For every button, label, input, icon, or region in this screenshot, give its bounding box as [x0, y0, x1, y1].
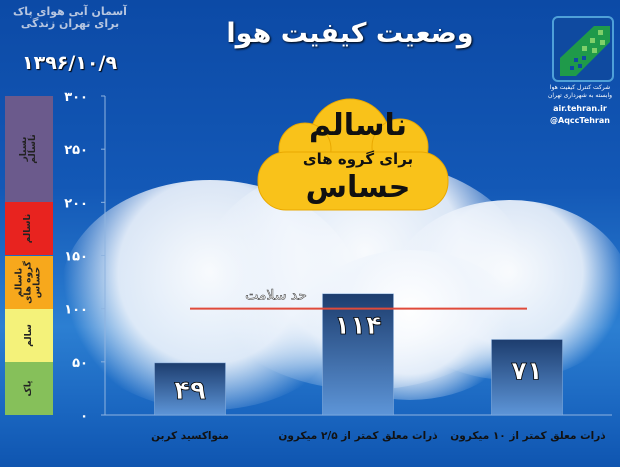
- reference-line-label: حد سلامت: [245, 288, 307, 304]
- x-category-label: ذرات معلق کمتر از ۲/۵ میکرون: [278, 430, 438, 442]
- y-tick-label: ۵۰: [72, 356, 88, 371]
- y-tick-label: ۲۵۰: [64, 143, 88, 158]
- status-badge-cloud: [257, 98, 449, 211]
- social-handle[interactable]: @AqccTehran: [550, 116, 610, 125]
- status-label-sensitive: حساس: [305, 170, 411, 205]
- y-tick-label: ۱۰۰: [64, 303, 88, 318]
- y-tick-label: ۰: [80, 409, 88, 424]
- scale-band: ناسالم گروه های حساس: [5, 255, 53, 309]
- brand-logo: آسمان آبی هوای پاک برای تهران زندگی: [13, 5, 127, 30]
- scale-band: ناسالم: [5, 202, 53, 256]
- org-name: شرکت کنترل کیفیت هوا وابسته به شهرداری ت…: [540, 84, 620, 100]
- bar-value-label: ۷۱: [511, 357, 543, 387]
- status-sublabel: برای گروه های: [302, 150, 414, 168]
- bar-value-label: ۴۹: [174, 376, 206, 406]
- bar-value-label: ۱۱۴: [334, 311, 382, 341]
- y-tick-label: ۳۰۰: [64, 90, 88, 105]
- bar: [322, 293, 394, 416]
- x-category-label: ذرات معلق کمتر از ۱۰ میکرون: [450, 430, 606, 442]
- y-tick-label: ۲۰۰: [64, 196, 88, 211]
- scale-band: سالم: [5, 308, 53, 362]
- org-name-text: شرکت کنترل کیفیت هوا: [549, 84, 611, 91]
- website-link[interactable]: air.tehran.ir: [553, 104, 607, 113]
- org-subtitle: وابسته به شهرداری تهران: [547, 92, 613, 99]
- bar: [154, 362, 226, 416]
- x-category-label: منواکسید کربن: [151, 430, 229, 442]
- page-title: وضعیت کیفیت هوا: [226, 18, 474, 49]
- scale-band: بسیار ناسالم: [5, 96, 53, 203]
- bar: [491, 339, 563, 416]
- scale-band: پاک: [5, 361, 53, 415]
- date: ۱۳۹۶/۱۰/۹: [22, 52, 118, 74]
- status-label: ناسالم: [308, 108, 408, 143]
- y-tick-label: ۱۵۰: [64, 250, 88, 265]
- org-logo: [552, 16, 614, 82]
